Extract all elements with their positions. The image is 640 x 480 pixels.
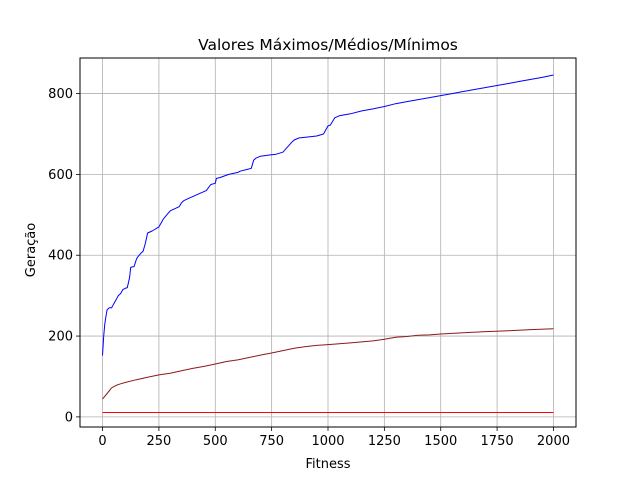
y-tick-label: 800 bbox=[48, 87, 73, 102]
x-tick-label: 1250 bbox=[368, 434, 401, 449]
x-tick-label: 500 bbox=[203, 434, 228, 449]
y-tick-label: 400 bbox=[48, 249, 73, 264]
series-group bbox=[102, 74, 554, 413]
x-tick-label: 1500 bbox=[424, 434, 457, 449]
y-tick-label: 0 bbox=[65, 410, 73, 425]
x-tick-label: 750 bbox=[259, 434, 284, 449]
grid bbox=[80, 58, 576, 427]
y-tick-label: 600 bbox=[48, 168, 73, 183]
ticks: 0 250 500 750 1000 1250 1500 1750 2000 0 200 400 600… bbox=[48, 87, 570, 449]
x-tick-label: 0 bbox=[98, 434, 106, 449]
x-tick-label: 1000 bbox=[311, 434, 344, 449]
chart-title: Valores Máximos/Médios/Mínimos bbox=[198, 36, 458, 54]
series-line-1 bbox=[102, 74, 554, 356]
x-tick-label: 1750 bbox=[481, 434, 514, 449]
series-line-2 bbox=[102, 328, 554, 400]
x-tick-label: 2000 bbox=[537, 434, 570, 449]
y-axis-title: Geração bbox=[24, 223, 39, 277]
y-tick-label: 200 bbox=[48, 330, 73, 345]
x-axis-title: Fitness bbox=[305, 457, 350, 472]
x-tick-label: 250 bbox=[146, 434, 171, 449]
